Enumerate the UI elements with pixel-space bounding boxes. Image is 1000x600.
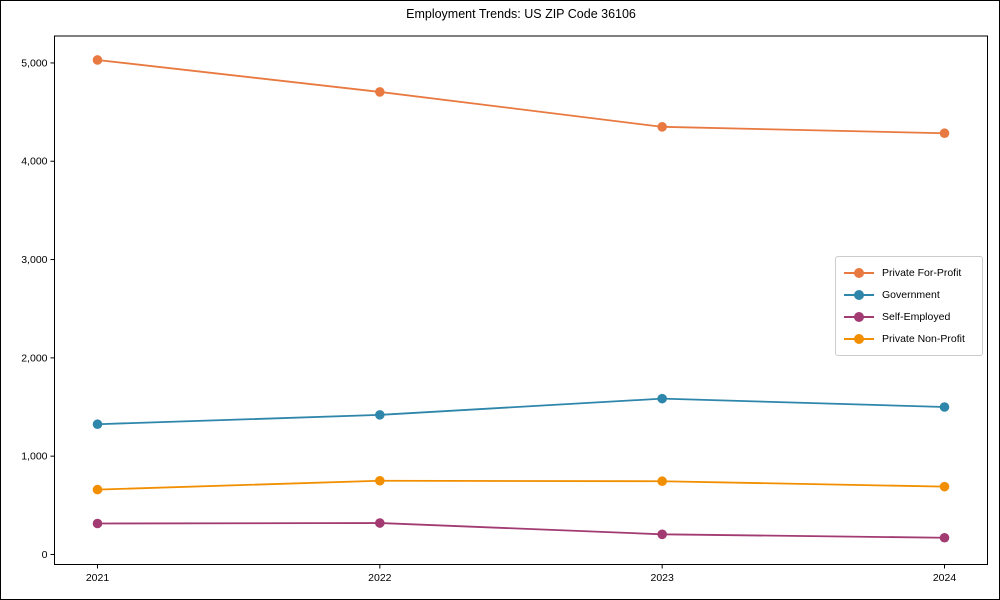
x-tick-label: 2023 xyxy=(650,572,674,584)
plot-border xyxy=(54,35,988,565)
legend-line-sample xyxy=(844,290,874,300)
y-tick-label: 1,000 xyxy=(21,451,47,463)
marker-private-non-profit-2021 xyxy=(92,484,103,495)
legend-item-private-for-profit: Private For-Profit xyxy=(836,262,982,284)
legend-line-sample xyxy=(844,268,874,278)
marker-self-employed-2021 xyxy=(92,518,103,529)
marker-self-employed-2024 xyxy=(939,532,950,543)
y-tick-label: 0 xyxy=(42,549,48,561)
marker-private-non-profit-2022 xyxy=(375,475,385,486)
marker-government-2021 xyxy=(92,419,103,430)
legend-line-sample xyxy=(844,334,874,344)
line-self-employed xyxy=(97,522,945,539)
x-tick-label: 2024 xyxy=(933,572,957,584)
legend-label: Self-Employed xyxy=(882,311,951,323)
x-tick-label: 2021 xyxy=(86,572,110,584)
x-tick-label: 2022 xyxy=(368,572,392,584)
marker-government-2022 xyxy=(375,410,385,420)
marker-government-2024 xyxy=(939,402,950,412)
marker-self-employed-2022 xyxy=(375,518,385,528)
legend-line-sample xyxy=(844,312,874,322)
marker-private-non-profit-2024 xyxy=(939,481,950,492)
marker-self-employed-2023 xyxy=(657,529,667,540)
marker-private-for-profit-2022 xyxy=(375,87,385,97)
legend-marker-icon xyxy=(854,312,864,322)
marker-private-non-profit-2023 xyxy=(657,476,667,487)
marker-private-for-profit-2023 xyxy=(657,122,667,132)
y-tick-label: 5,000 xyxy=(21,57,47,69)
line-government xyxy=(97,397,945,426)
legend-marker-icon xyxy=(854,334,864,344)
marker-private-for-profit-2021 xyxy=(92,55,103,65)
y-tick-label: 4,000 xyxy=(21,156,47,168)
marker-private-for-profit-2024 xyxy=(939,128,950,139)
line-private-for-profit xyxy=(97,59,945,135)
line-private-non-profit xyxy=(97,479,945,491)
marker-government-2023 xyxy=(657,393,667,404)
chart-title: Employment Trends: US ZIP Code 36106 xyxy=(406,7,636,21)
legend-marker-icon xyxy=(854,290,864,300)
legend-item-self-employed: Self-Employed xyxy=(836,306,982,328)
y-tick-label: 2,000 xyxy=(21,352,47,364)
legend-label: Private Non-Profit xyxy=(882,333,965,345)
legend-label: Private For-Profit xyxy=(882,267,962,279)
legend-label: Government xyxy=(882,289,940,301)
y-tick-label: 3,000 xyxy=(21,254,47,266)
legend-item-private-non-profit: Private Non-Profit xyxy=(836,328,982,350)
legend: Private For-Profit Government Self-Employe… xyxy=(835,256,983,356)
legend-item-government: Government xyxy=(836,284,982,306)
legend-marker-icon xyxy=(854,268,864,278)
